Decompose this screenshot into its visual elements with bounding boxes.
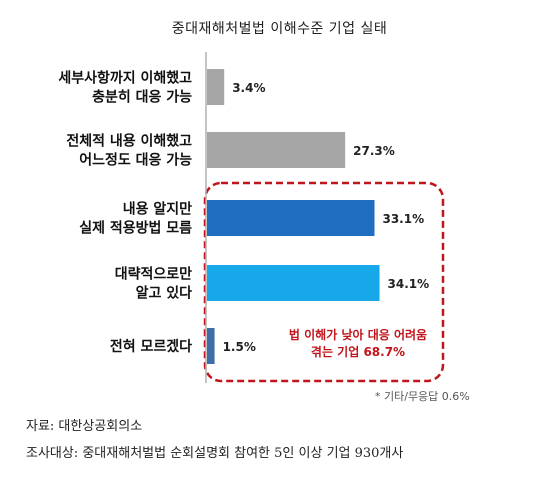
category-label: 실제 적용방법 모름 <box>79 220 192 237</box>
value-label: 27.3% <box>353 144 395 158</box>
footnote: * 기타/무응답 0.6% <box>375 390 470 403</box>
highlight-callout: 법 이해가 낮아 대응 어려움 겪는 기업 68.7% <box>268 327 448 361</box>
category-label: 전혀 모르겠다 <box>110 338 192 355</box>
bar <box>207 328 215 364</box>
callout-line-2: 겪는 기업 68.7% <box>310 345 406 359</box>
value-label: 1.5% <box>223 340 256 354</box>
bar <box>207 265 380 301</box>
callout-line-1: 법 이해가 낮아 대응 어려움 <box>288 328 428 342</box>
category-label: 어느정도 대응 가능 <box>79 152 192 169</box>
category-label: 알고 있다 <box>136 286 193 302</box>
survey-target-line: 조사대상: 중대재해처벌법 순회설명회 참여한 5인 이상 기업 930개사 <box>26 446 404 461</box>
category-label: 충분히 대응 가능 <box>92 89 192 106</box>
category-label: 전체적 내용 이해했고 <box>66 133 192 150</box>
category-label: 세부사항까지 이해했고 <box>58 70 192 87</box>
source-line: 자료: 대한상공회의소 <box>26 419 143 434</box>
category-label: 대략적으로만 <box>115 266 192 283</box>
chart-title: 중대재해처벌법 이해수준 기업 실태 <box>171 21 388 37</box>
bar <box>207 200 375 236</box>
value-label: 34.1% <box>388 277 430 291</box>
value-label: 33.1% <box>382 212 424 226</box>
highlight-box <box>203 181 445 383</box>
value-label: 3.4% <box>232 81 265 95</box>
category-label: 내용 알지만 <box>123 202 192 218</box>
bar <box>207 69 225 105</box>
bar <box>207 132 346 168</box>
